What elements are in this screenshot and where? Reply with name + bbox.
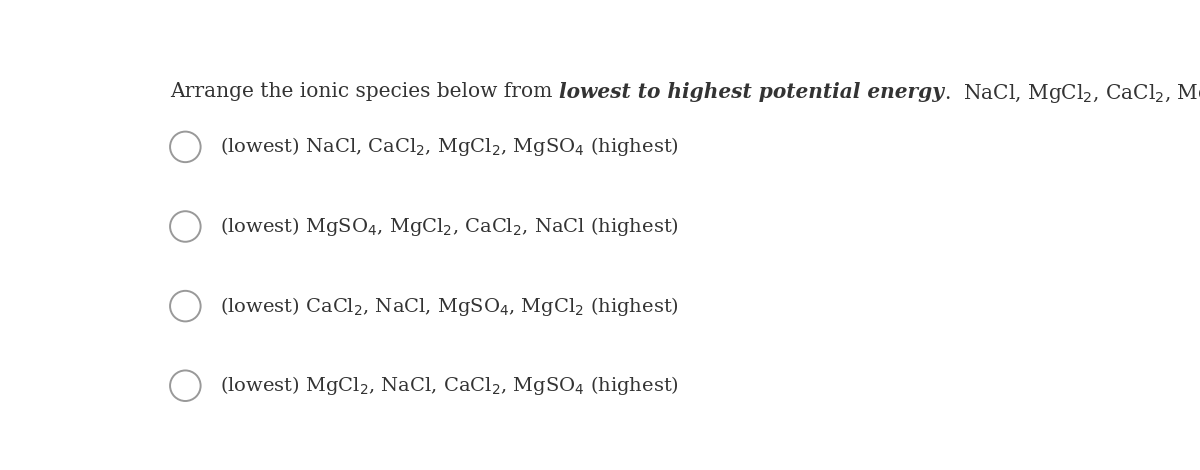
- Text: .  NaCl, MgCl$_2$, CaCl$_2$, MgSO$_4$.: . NaCl, MgCl$_2$, CaCl$_2$, MgSO$_4$.: [944, 82, 1200, 105]
- Text: (lowest) MgCl$_2$, NaCl, CaCl$_2$, MgSO$_4$ (highest): (lowest) MgCl$_2$, NaCl, CaCl$_2$, MgSO$…: [220, 374, 679, 397]
- Text: Arrange the ionic species below from: Arrange the ionic species below from: [170, 82, 559, 101]
- Text: lowest to highest potential energy: lowest to highest potential energy: [559, 82, 944, 102]
- Text: (lowest) MgSO$_4$, MgCl$_2$, CaCl$_2$, NaCl (highest): (lowest) MgSO$_4$, MgCl$_2$, CaCl$_2$, N…: [220, 215, 679, 238]
- Text: (lowest) CaCl$_2$, NaCl, MgSO$_4$, MgCl$_2$ (highest): (lowest) CaCl$_2$, NaCl, MgSO$_4$, MgCl$…: [220, 295, 679, 318]
- Text: (lowest) NaCl, CaCl$_2$, MgCl$_2$, MgSO$_4$ (highest): (lowest) NaCl, CaCl$_2$, MgCl$_2$, MgSO$…: [220, 135, 679, 158]
